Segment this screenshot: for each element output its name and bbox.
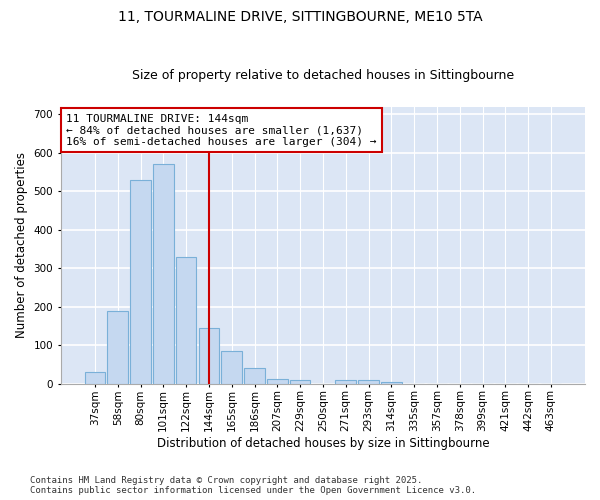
Text: Contains HM Land Registry data © Crown copyright and database right 2025.
Contai: Contains HM Land Registry data © Crown c… — [30, 476, 476, 495]
Bar — [221, 351, 242, 384]
Bar — [290, 380, 310, 384]
Bar — [85, 372, 105, 384]
Bar — [335, 380, 356, 384]
Title: Size of property relative to detached houses in Sittingbourne: Size of property relative to detached ho… — [132, 69, 514, 82]
Bar — [199, 328, 219, 384]
Bar — [267, 379, 287, 384]
Text: 11, TOURMALINE DRIVE, SITTINGBOURNE, ME10 5TA: 11, TOURMALINE DRIVE, SITTINGBOURNE, ME1… — [118, 10, 482, 24]
Bar — [130, 180, 151, 384]
Bar — [358, 380, 379, 384]
Text: 11 TOURMALINE DRIVE: 144sqm
← 84% of detached houses are smaller (1,637)
16% of : 11 TOURMALINE DRIVE: 144sqm ← 84% of det… — [66, 114, 377, 147]
Y-axis label: Number of detached properties: Number of detached properties — [15, 152, 28, 338]
Bar — [107, 310, 128, 384]
Bar — [176, 257, 196, 384]
Bar — [381, 382, 401, 384]
X-axis label: Distribution of detached houses by size in Sittingbourne: Distribution of detached houses by size … — [157, 437, 489, 450]
Bar — [153, 164, 173, 384]
Bar — [244, 368, 265, 384]
